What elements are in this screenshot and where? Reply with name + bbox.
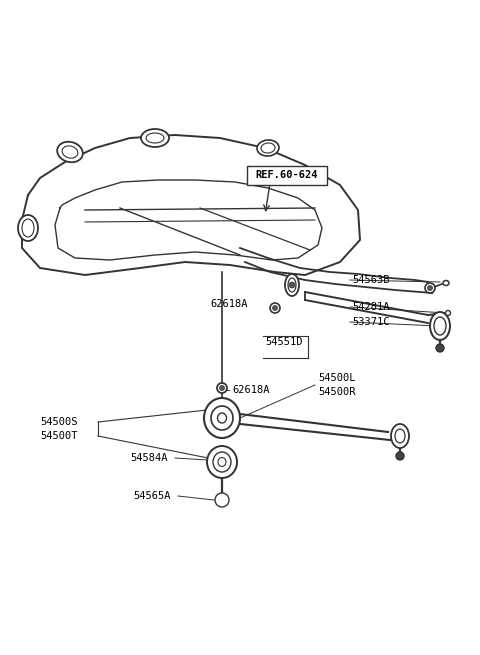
Ellipse shape — [204, 398, 240, 438]
Ellipse shape — [391, 424, 409, 448]
Circle shape — [219, 386, 225, 390]
Text: 54565A: 54565A — [133, 491, 170, 501]
Ellipse shape — [211, 406, 233, 430]
Ellipse shape — [57, 141, 83, 162]
Text: 62618A: 62618A — [232, 385, 269, 395]
Circle shape — [445, 310, 451, 316]
Text: 54563B: 54563B — [352, 275, 389, 285]
FancyBboxPatch shape — [247, 166, 327, 185]
Ellipse shape — [217, 413, 227, 423]
Ellipse shape — [213, 452, 231, 472]
Ellipse shape — [430, 312, 450, 340]
Circle shape — [273, 305, 277, 310]
Circle shape — [270, 303, 280, 313]
Text: 54584A: 54584A — [130, 453, 168, 463]
Text: 54500S: 54500S — [40, 417, 77, 427]
Ellipse shape — [395, 429, 405, 443]
Text: 54500R: 54500R — [318, 387, 356, 397]
Ellipse shape — [22, 219, 34, 237]
Ellipse shape — [434, 317, 446, 335]
Circle shape — [436, 344, 444, 352]
Text: 53371C: 53371C — [352, 317, 389, 327]
Circle shape — [425, 283, 435, 293]
Ellipse shape — [218, 457, 226, 466]
Text: REF.60-624: REF.60-624 — [256, 170, 318, 180]
Ellipse shape — [207, 446, 237, 478]
Ellipse shape — [257, 140, 279, 156]
Circle shape — [217, 383, 227, 393]
Ellipse shape — [261, 143, 275, 153]
Text: 54500L: 54500L — [318, 373, 356, 383]
Circle shape — [289, 282, 295, 288]
Circle shape — [215, 493, 229, 507]
Circle shape — [217, 495, 227, 505]
Circle shape — [428, 286, 432, 291]
Ellipse shape — [285, 274, 299, 296]
Text: 62618A: 62618A — [210, 299, 248, 309]
Ellipse shape — [288, 278, 296, 292]
Ellipse shape — [146, 133, 164, 143]
Ellipse shape — [62, 146, 78, 158]
Text: 54551D: 54551D — [265, 337, 302, 347]
Ellipse shape — [141, 129, 169, 147]
Ellipse shape — [18, 215, 38, 241]
Text: 54500T: 54500T — [40, 431, 77, 441]
Text: 54281A: 54281A — [352, 302, 389, 312]
Circle shape — [396, 452, 404, 460]
Ellipse shape — [443, 280, 449, 286]
